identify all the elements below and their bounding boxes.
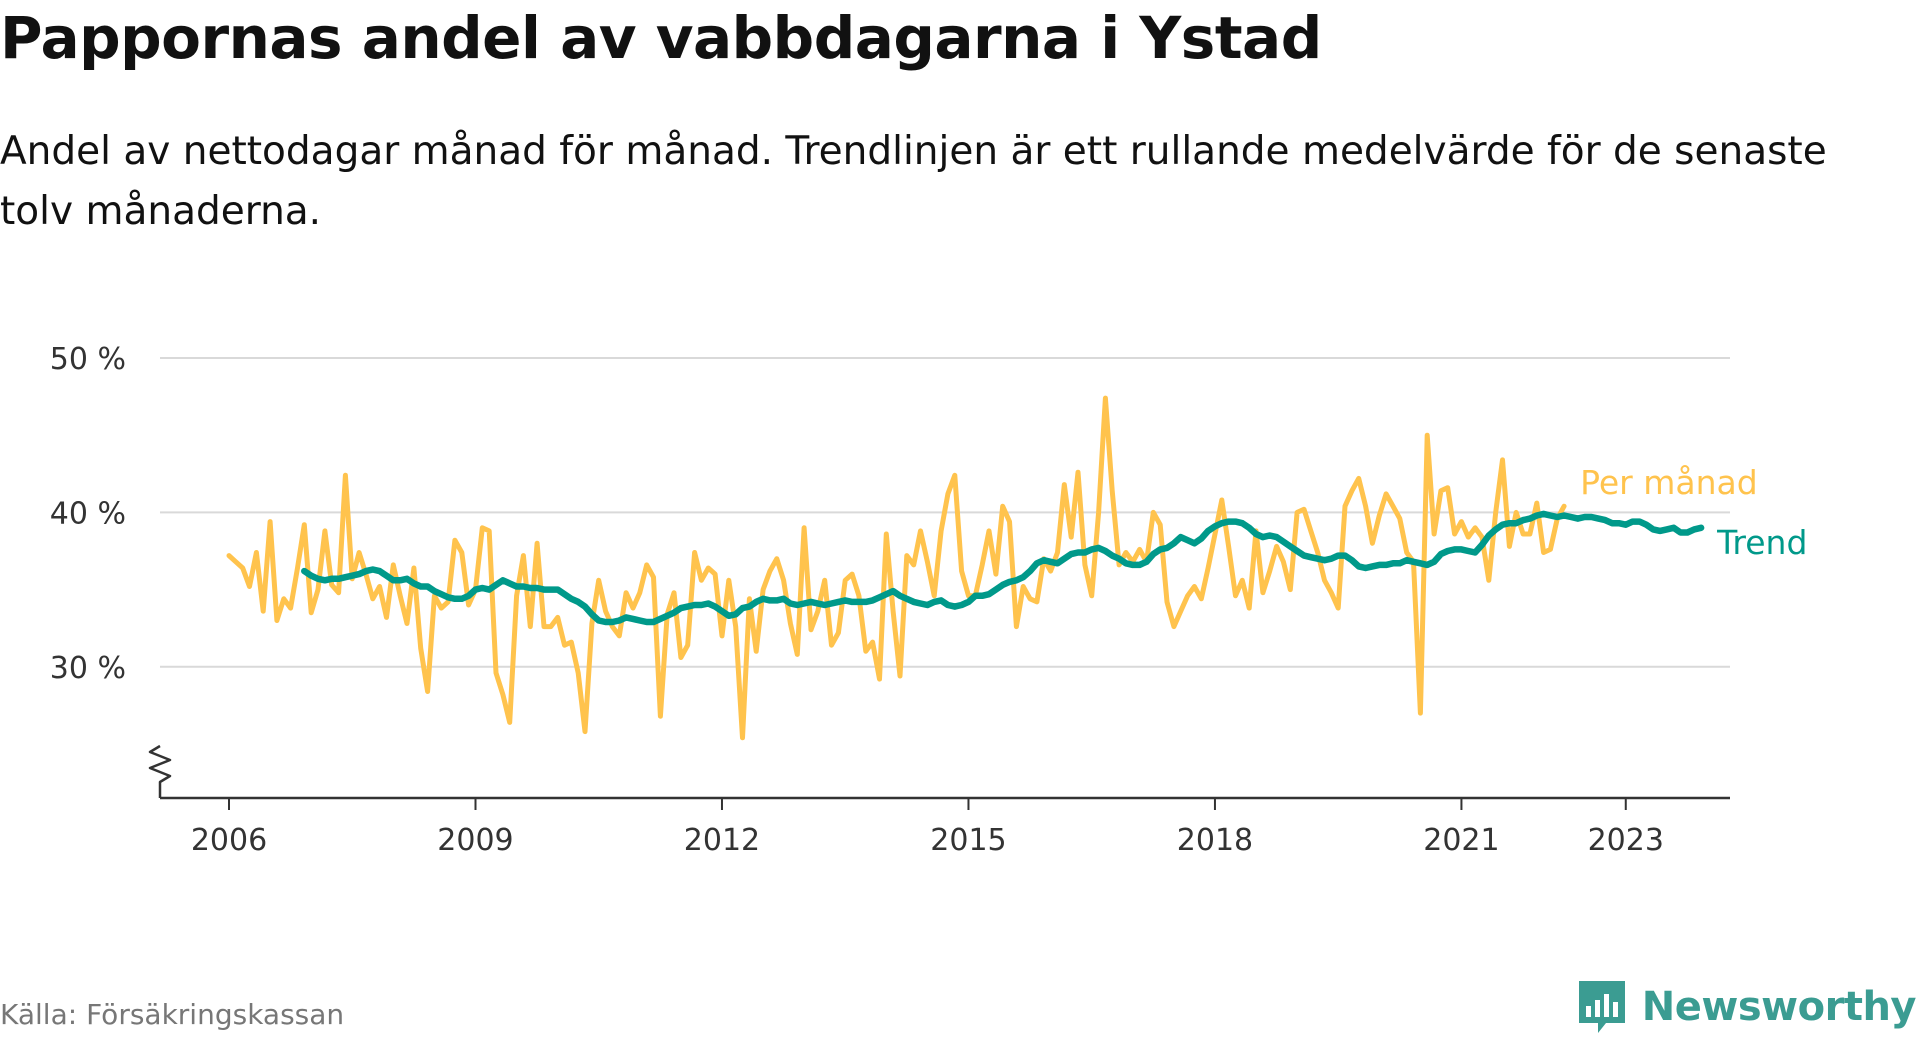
x-tick-label: 2015 bbox=[930, 823, 1006, 858]
series-label-trend: Trend bbox=[1716, 523, 1807, 562]
series-lines bbox=[226, 395, 1705, 741]
chart-subtitle: Andel av nettodagar månad för månad. Tre… bbox=[0, 129, 1827, 234]
source-note: Källa: Försäkringskassan bbox=[0, 998, 345, 1031]
x-tick-label: 2012 bbox=[684, 823, 760, 858]
series-line-trend bbox=[301, 510, 1705, 626]
y-tick-label: 50 % bbox=[50, 342, 126, 377]
axis-break-icon bbox=[148, 744, 172, 798]
x-tick-label: 2018 bbox=[1177, 823, 1253, 858]
series-label-per-manad: Per månad bbox=[1580, 463, 1758, 502]
chart-title: Pappornas andel av vabbdagarna i Ystad bbox=[0, 4, 1322, 72]
y-tick-label: 30 % bbox=[50, 651, 126, 686]
x-axis: 2006 2009 2012 2015 2018 2021 2023 bbox=[148, 744, 1730, 858]
x-tick-label: 2023 bbox=[1588, 823, 1664, 858]
x-tick-label: 2006 bbox=[191, 823, 267, 858]
brand-logo: Newsworthy bbox=[1576, 978, 1917, 1036]
series-labels: Per månad Trend bbox=[1580, 463, 1807, 562]
brand-name: Newsworthy bbox=[1641, 984, 1917, 1030]
y-tick-label: 40 % bbox=[50, 496, 126, 531]
gridlines: 30 % 40 % 50 % bbox=[50, 342, 1730, 686]
x-tick-label: 2021 bbox=[1423, 823, 1499, 858]
x-tick-label: 2009 bbox=[437, 823, 513, 858]
bar-chart-logo-icon bbox=[1578, 981, 1625, 1033]
